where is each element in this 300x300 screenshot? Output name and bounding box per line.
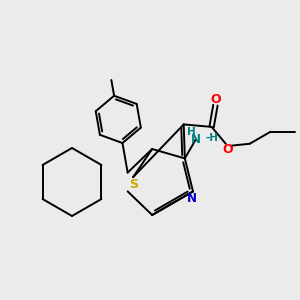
Text: O: O [210,93,221,106]
Text: H: H [188,128,196,137]
Text: -H: -H [206,134,219,143]
Text: O: O [222,143,233,156]
Text: N: N [191,133,201,146]
Text: S: S [130,178,139,190]
Text: N: N [187,192,197,205]
